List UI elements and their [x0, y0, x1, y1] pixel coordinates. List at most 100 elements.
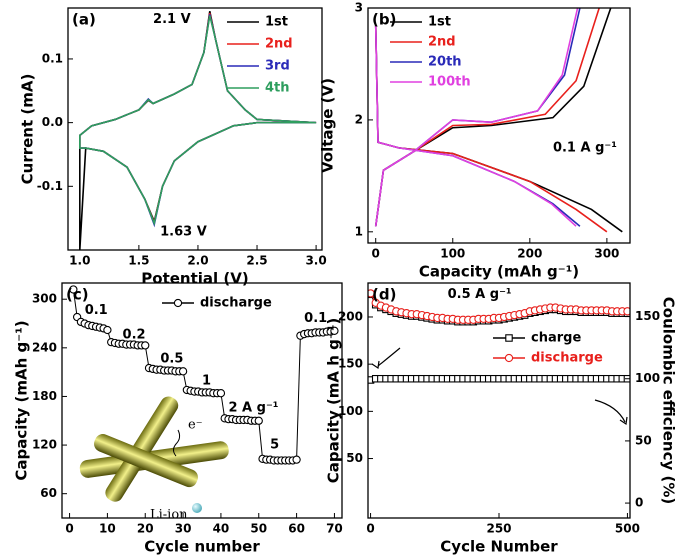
series-line [374, 8, 579, 227]
legend-label: charge [531, 331, 581, 346]
panel: 1.0 1.5 2.0 2.5 3.0 -0.1 0.0 0.1 Potential (V) Cu… [19, 7, 327, 288]
x-tick-label: 250 [486, 522, 511, 536]
x-tick-label: 2.5 [246, 254, 267, 268]
y-tick-label: -0.1 [37, 179, 63, 193]
y-tick-label: 60 [40, 486, 57, 500]
y-axis-label: Current (mA) [19, 74, 37, 185]
x-tick-label: 300 [594, 247, 619, 261]
plot-area [79, 11, 317, 250]
annotation: 1 [202, 374, 211, 389]
data-point [330, 326, 339, 335]
x-tick-label: 3.0 [305, 254, 326, 268]
annotation: Li-ion [150, 508, 188, 523]
x-tick-label: 30 [175, 522, 192, 536]
y-tick-label: 120 [32, 438, 57, 452]
x-axis-label: Capacity (mAh g⁻¹) [419, 263, 579, 281]
x-tick-label: 50 [250, 522, 267, 536]
annotation: 0.1 [304, 311, 327, 326]
y-tick-label: 100 [338, 404, 363, 418]
panel: 0 100 200 300 1 2 3 Capacity (mAh g⁻¹) Voltage (… [319, 1, 631, 281]
nanorod-inset [79, 396, 229, 513]
data-point [178, 367, 188, 376]
y2-tick-label: 100 [635, 371, 660, 385]
x-tick-label: 40 [213, 522, 230, 536]
y-tick-label: 240 [32, 340, 57, 354]
panel-label: (c) [66, 286, 89, 304]
legend-label: 3rd [265, 59, 290, 74]
data-point [368, 289, 375, 298]
arrows [371, 347, 628, 426]
annotation: 5 [270, 438, 279, 453]
plot-frame [367, 7, 631, 244]
x-tick-label: 60 [288, 522, 305, 536]
y-tick-label: 0.0 [42, 115, 63, 129]
y-tick-label: 1 [355, 224, 363, 238]
legend-label: 20th [428, 55, 462, 70]
data-point [216, 389, 226, 398]
annotation: 0.1 [85, 303, 108, 318]
legend-label: 2nd [428, 35, 456, 50]
y-axis-label: Capacity (mA h g⁻¹) [325, 318, 343, 484]
x-tick-label: 2.0 [187, 254, 208, 268]
annotation: 0.5 [160, 352, 183, 367]
y-tick-label: 0.1 [42, 51, 63, 65]
x-tick-label: 0 [65, 522, 73, 536]
plot-frame [61, 282, 343, 519]
series-line [79, 15, 317, 226]
x-axis-label: Cycle Number [440, 538, 558, 556]
x-tick-label: 500 [615, 522, 640, 536]
data-point [103, 325, 112, 335]
annotation: 0.1 A g⁻¹ [553, 140, 617, 155]
y2-tick-label: 150 [635, 309, 660, 323]
panel-label: (b) [372, 11, 396, 29]
plot-area [69, 285, 339, 465]
annotation: 0.2 [123, 327, 146, 342]
x-tick-label: 0 [372, 247, 380, 261]
x-tick-label: 200 [517, 247, 542, 261]
legend-label: 4th [265, 81, 290, 96]
legend-marker [173, 298, 183, 308]
x-tick-label: 1.0 [69, 254, 90, 268]
panel: 0 250 500 50 100 150 200 0 50 100 150 Cycle Number C… [325, 282, 678, 556]
y-tick-label: 50 [346, 451, 363, 465]
x-tick-label: 0 [366, 522, 374, 536]
y2-axis-label: Coulombic efficiency (%) [660, 297, 678, 504]
x-axis-label: Cycle number [144, 538, 260, 556]
data-point [69, 285, 78, 294]
x-tick-label: 70 [326, 522, 343, 536]
legend-marker [505, 334, 513, 342]
panel-label: (d) [372, 286, 396, 304]
annotation: 2 A g⁻¹ [228, 400, 278, 415]
y-tick-label: 3 [355, 1, 363, 15]
data-point [623, 307, 630, 316]
data-point [141, 341, 150, 350]
x-tick-label: 1.5 [128, 254, 149, 268]
y-tick-label: 150 [338, 357, 363, 371]
legend-marker [504, 353, 514, 363]
y-tick-label: 300 [32, 292, 57, 306]
y-axis-label: Voltage (V) [319, 78, 337, 173]
plot-area [374, 8, 623, 233]
legend-label: discharge [531, 351, 603, 366]
plot-area [368, 289, 630, 384]
legend-label: 100th [428, 75, 471, 90]
annotation: 2.1 V [153, 12, 191, 27]
x-tick-label: 20 [137, 522, 154, 536]
y-tick-label: 2 [355, 112, 363, 126]
panel: 0 10 20 30 40 50 60 70 60 120 180 240 300 Cycle numbe… [13, 282, 343, 556]
legend-label: 2nd [265, 37, 293, 52]
y2-tick-label: 0 [635, 496, 643, 510]
legend-label: 1st [265, 15, 288, 30]
y2-tick-label: 50 [635, 433, 652, 447]
plot-frame [67, 7, 323, 251]
x-axis-label: Potential (V) [141, 270, 248, 288]
annotation: 1.63 V [160, 225, 207, 240]
panel-label: (a) [72, 11, 96, 29]
data-point [292, 455, 301, 464]
annotation: 0.5 A g⁻¹ [448, 287, 512, 302]
y-tick-label: 180 [32, 389, 57, 403]
x-tick-label: 100 [440, 247, 465, 261]
legend-label: discharge [200, 296, 272, 311]
annotation: e⁻ [188, 418, 203, 433]
